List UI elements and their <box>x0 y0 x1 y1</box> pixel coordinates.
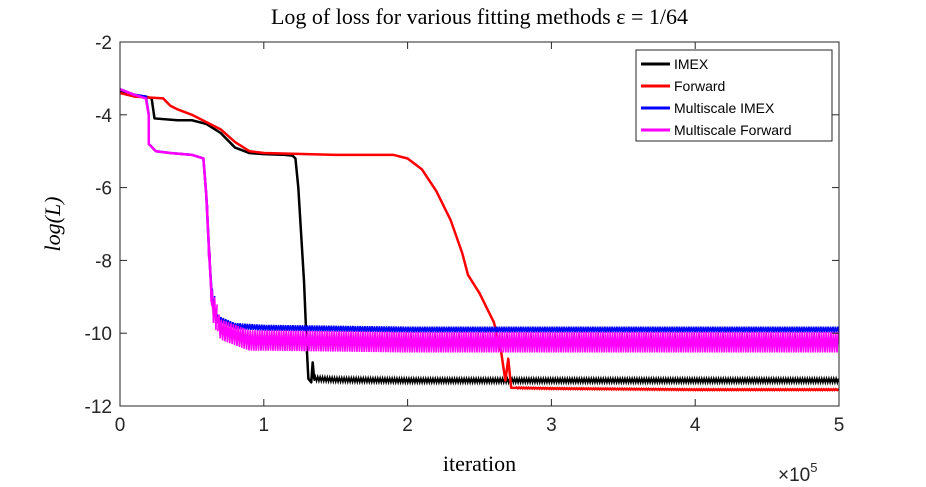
x-tick-label: 2 <box>402 415 413 436</box>
x-axis-label: iteration <box>443 451 516 476</box>
series-oscillation-forward <box>514 385 839 392</box>
y-tick-label: -8 <box>95 251 112 272</box>
series-imex <box>120 89 839 386</box>
x-exponent-power: 5 <box>810 460 817 475</box>
series-forward <box>120 91 839 392</box>
series-layer <box>120 88 839 392</box>
y-tick-label: -10 <box>85 324 112 345</box>
y-tick-label: -12 <box>85 397 112 418</box>
series-oscillation-multiscale-forward <box>205 204 218 331</box>
series-line-forward <box>120 91 839 391</box>
legend-label-imex: IMEX <box>674 56 709 72</box>
x-tick-label: 4 <box>690 415 701 436</box>
x-tick-label: 0 <box>115 415 126 436</box>
legend: IMEX Forward Multiscale IMEX Multiscale For… <box>635 49 833 142</box>
legend-label-forward: Forward <box>674 78 725 94</box>
y-tick-label: -2 <box>95 33 112 54</box>
y-tick-label: -6 <box>95 179 112 200</box>
plot-frame <box>119 41 840 407</box>
y-axis-label: log(L) <box>40 197 65 252</box>
legend-label-multiscale-forward: Multiscale Forward <box>674 122 791 138</box>
series-oscillation-multiscale-forward <box>216 314 839 353</box>
x-tick-label: 5 <box>834 415 845 436</box>
legend-label-multiscale-imex: Multiscale IMEX <box>674 100 775 116</box>
x-exponent-label: ×105 <box>778 460 817 486</box>
tick-layer: 0 1 2 3 4 5 -12 -10 -8 -6 -4 -2 <box>85 33 845 436</box>
x-tick-label: 1 <box>259 415 270 436</box>
series-oscillation-imex <box>313 373 839 386</box>
series-multiscale-forward <box>120 88 839 353</box>
chart-title: Log of loss for various fitting methods … <box>271 4 688 29</box>
y-tick-label: -4 <box>95 106 112 127</box>
x-exponent-base: ×10 <box>778 465 810 486</box>
x-tick-label: 3 <box>546 415 557 436</box>
